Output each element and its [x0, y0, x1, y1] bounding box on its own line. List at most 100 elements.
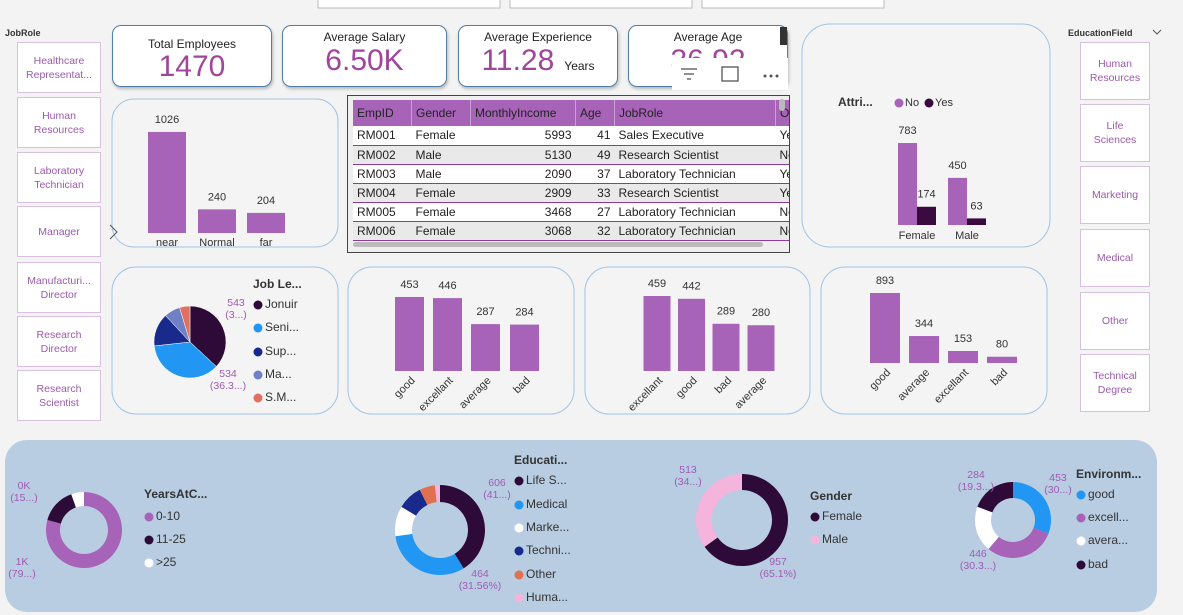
- slicer-item[interactable]: Human Resources: [17, 97, 101, 148]
- table-cell: 5993: [544, 128, 572, 143]
- kpi-card: Average Experience 11.28 Years: [458, 25, 618, 87]
- chevron[interactable]: [109, 224, 118, 240]
- page-tab[interactable]: [701, 0, 885, 9]
- donut-segment: [696, 474, 742, 547]
- legend-marker: [253, 323, 263, 333]
- bar: [898, 143, 917, 225]
- data-label: 459: [648, 278, 666, 290]
- legend-label: Seni...: [265, 320, 299, 334]
- donut-segment: [977, 482, 1013, 513]
- legend-marker: [514, 570, 524, 580]
- table-cell: Yes: [779, 185, 790, 200]
- column-header[interactable]: JobRole: [614, 100, 776, 126]
- legend-marker: [253, 370, 263, 380]
- value-label: 513 (34...): [674, 464, 702, 488]
- table-cell: 49: [597, 147, 611, 162]
- value-label: 606 (41...): [483, 477, 511, 501]
- legend-label: avera...: [1088, 533, 1128, 547]
- chevron[interactable]: [1152, 29, 1162, 35]
- visual-header: [672, 58, 788, 90]
- legend-marker: [144, 535, 154, 545]
- slicer-item[interactable]: Research Scientist: [17, 370, 101, 421]
- data-label: 174: [917, 189, 935, 201]
- slicer-item[interactable]: Laboratory Technician: [17, 152, 101, 203]
- column-header[interactable]: Gender: [411, 100, 471, 126]
- slicer-item[interactable]: Manager: [17, 206, 101, 257]
- column-header[interactable]: MonthlyIncome: [470, 100, 576, 126]
- legend-marker: [514, 523, 524, 533]
- slicer-title: EducationField: [1068, 28, 1133, 38]
- column-header[interactable]: Age: [575, 100, 615, 126]
- visual-icons: [681, 66, 779, 82]
- legend-label: 11-25: [156, 532, 186, 546]
- donut-segment: [988, 527, 1049, 559]
- legend-label: Ma...: [265, 367, 292, 381]
- table-cell: Female: [415, 204, 456, 219]
- bar: [967, 218, 986, 225]
- data-label: 1026: [155, 114, 179, 126]
- page-tab[interactable]: [317, 0, 501, 9]
- focus-icon[interactable]: [721, 66, 739, 82]
- page-tab[interactable]: [509, 0, 693, 9]
- donut-segment: [395, 506, 416, 537]
- slicer-item[interactable]: Manufacturi... Director: [17, 262, 101, 313]
- more-icon[interactable]: [775, 74, 779, 78]
- legend-label: Marke...: [526, 520, 569, 534]
- data-label: 442: [682, 281, 700, 293]
- donut-segment: [46, 492, 123, 568]
- kpi-value: 1470: [158, 50, 226, 83]
- slicer-item[interactable]: Healthcare Representat...: [17, 42, 101, 93]
- table-cell: 27: [597, 204, 611, 219]
- donut-segment: [440, 484, 486, 569]
- data-label: 450: [948, 160, 966, 172]
- legend-marker: [894, 98, 904, 108]
- donut-segment: [401, 489, 428, 516]
- scrollbar[interactable]: [780, 27, 787, 45]
- data-label: 63: [970, 200, 982, 212]
- kpi-label: Average Age: [673, 30, 743, 44]
- slicer-item[interactable]: Research Director: [17, 316, 101, 367]
- table-cell: RM003: [357, 166, 396, 181]
- legend-label: Huma...: [526, 590, 568, 604]
- table-cell: Laboratory Technician: [618, 204, 736, 219]
- slicer-item[interactable]: Life Sciences: [1080, 104, 1150, 162]
- column-header[interactable]: EmpID: [353, 100, 412, 126]
- chart-title: Job Le...: [253, 277, 302, 291]
- data-label: 453: [400, 279, 418, 291]
- table-cell: 3468: [544, 204, 572, 219]
- scrollbar[interactable]: [779, 99, 785, 111]
- column-header[interactable]: OverTim: [775, 100, 789, 126]
- legend-marker: [514, 593, 524, 603]
- slicer-item[interactable]: Technical Degree: [1080, 354, 1150, 412]
- legend-label: >25: [156, 555, 177, 569]
- table-cell: RM006: [357, 223, 396, 238]
- legend-label: bad: [1088, 557, 1108, 571]
- slicer-item[interactable]: Other: [1080, 292, 1150, 350]
- table-cell: Female: [415, 128, 456, 143]
- bar: [909, 336, 939, 363]
- slicer-item[interactable]: Marketing: [1080, 166, 1150, 224]
- table-cell: Research Scientist: [618, 147, 719, 162]
- slicer-item[interactable]: Human Resources: [1080, 42, 1150, 100]
- table-cell: No: [779, 147, 790, 162]
- pie-slice: [189, 305, 227, 367]
- more-icon[interactable]: [769, 74, 773, 78]
- bar: [747, 325, 775, 371]
- scrollbar[interactable]: [353, 242, 763, 247]
- chart-title: Educati...: [514, 453, 567, 467]
- kpi-label: Total Employees: [147, 37, 237, 51]
- value-label: 453 (30...): [1044, 472, 1072, 496]
- kpi-label: Average Salary: [323, 30, 406, 44]
- value-label: 284 (19.3...): [957, 469, 995, 493]
- value-label: 1K (79...): [8, 556, 36, 580]
- legend-label: Medical: [526, 497, 567, 511]
- data-label: 80: [996, 339, 1008, 351]
- legend-label: S.M...: [265, 390, 296, 404]
- bar: [917, 206, 936, 225]
- bottom-band: [5, 440, 1157, 612]
- kpi-card: Total Employees 1470: [112, 25, 272, 87]
- data-label: 893: [876, 275, 894, 287]
- slicer-item[interactable]: Medical: [1080, 229, 1150, 287]
- more-icon[interactable]: [763, 74, 767, 78]
- legend-label: Yes: [935, 97, 953, 109]
